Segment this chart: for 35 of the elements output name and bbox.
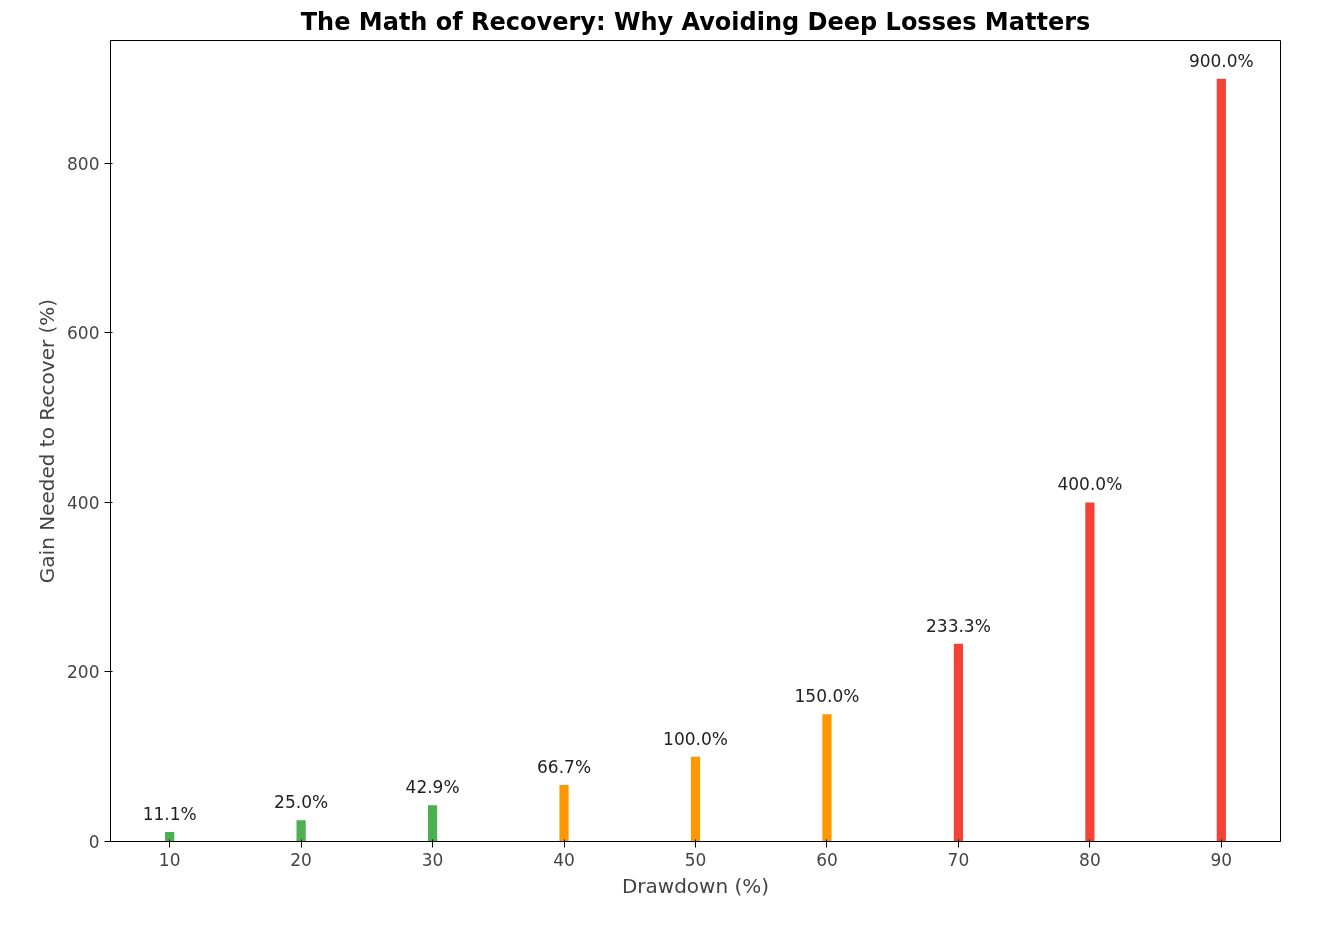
bar bbox=[165, 832, 175, 842]
data-label: 25.0% bbox=[274, 792, 329, 813]
y-tick-label: 800 bbox=[67, 153, 100, 174]
x-tick-label: 90 bbox=[1210, 849, 1233, 870]
x-tick-label: 40 bbox=[553, 849, 575, 870]
x-tick-label: 10 bbox=[158, 849, 181, 870]
y-tick-label: 0 bbox=[88, 832, 100, 852]
bar bbox=[1085, 502, 1095, 842]
x-tick-label: 80 bbox=[1079, 849, 1101, 870]
bar bbox=[427, 805, 438, 842]
data-label: 400.0% bbox=[1057, 474, 1123, 495]
x-tick-label: 20 bbox=[290, 849, 312, 870]
bar bbox=[296, 820, 306, 842]
data-label: 42.9% bbox=[405, 777, 460, 798]
x-tick-label: 30 bbox=[421, 849, 444, 870]
data-label: 11.1% bbox=[142, 804, 197, 825]
data-label: 233.3% bbox=[926, 615, 991, 636]
y-tick-label: 200 bbox=[67, 662, 100, 683]
y-tick-label: 600 bbox=[67, 323, 100, 344]
x-axis-title: Drawdown (%) bbox=[621, 873, 770, 898]
bar bbox=[559, 784, 569, 842]
x-tick-label: 70 bbox=[947, 849, 970, 870]
x-tick-label: 60 bbox=[816, 849, 838, 870]
x-tick-label: 50 bbox=[684, 849, 707, 870]
data-label: 66.7% bbox=[537, 756, 592, 777]
data-label: 900.0% bbox=[1188, 50, 1254, 71]
data-label: 150.0% bbox=[794, 686, 860, 707]
bar bbox=[822, 714, 832, 842]
y-axis-title: Gain Needed to Recover (%) bbox=[35, 298, 60, 584]
y-tick-label: 400 bbox=[67, 492, 100, 513]
data-label: 100.0% bbox=[663, 728, 728, 749]
chart-title: The Math of Recovery: Why Avoiding Deep Losses Matters bbox=[300, 7, 1091, 36]
bar bbox=[690, 756, 701, 842]
bar bbox=[953, 643, 964, 842]
bar bbox=[1216, 78, 1226, 842]
